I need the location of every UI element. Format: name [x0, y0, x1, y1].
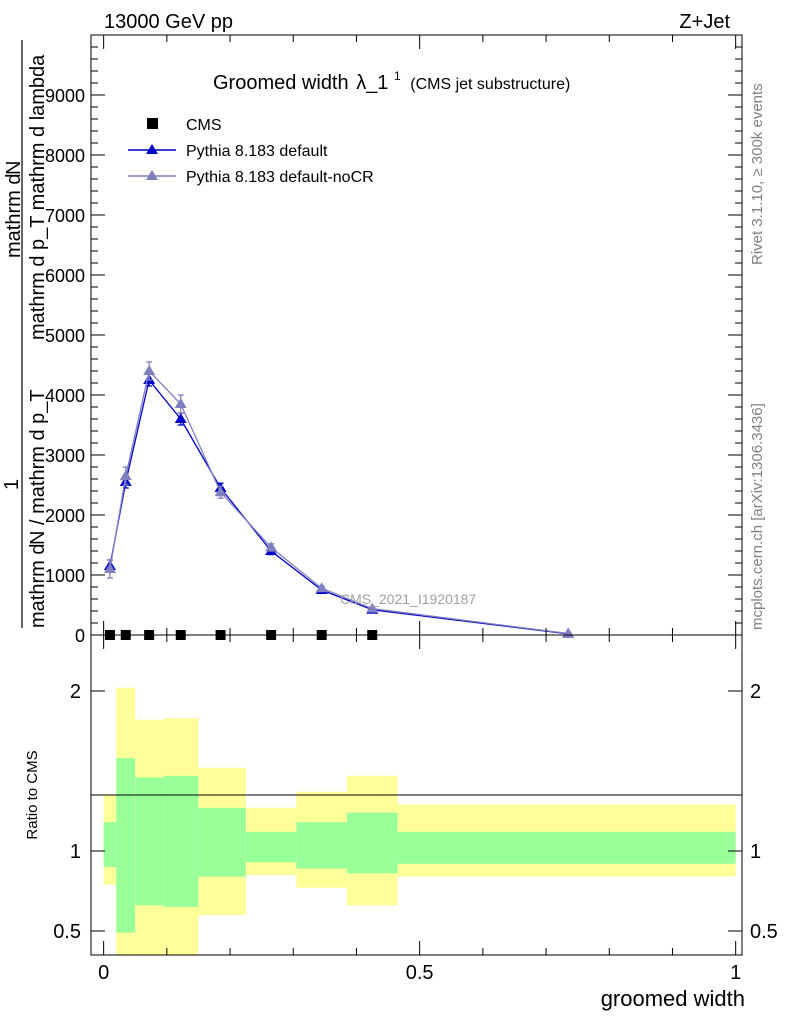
ratio-ticks: 0.5 0.5 1 1 2 2 0 0.5 1 — [53, 635, 778, 984]
nocr-data-point — [214, 486, 227, 497]
title-subtitle: (CMS jet substructure) — [410, 76, 570, 93]
main-ytick-label: 2000 — [45, 506, 85, 526]
chart-title: Groomed width λ_1 1 (CMS jet substructur… — [213, 63, 570, 94]
ratio-ytick-label-right: 0.5 — [750, 921, 778, 943]
ylabel-top-right: N — [3, 161, 25, 175]
main-ytick-label: 1000 — [45, 566, 85, 586]
main-ytick-label: 8000 — [45, 146, 85, 166]
default-data-point — [174, 413, 187, 423]
nocr-data-point — [174, 398, 187, 408]
ratio-panel: 0.5 0.5 1 1 2 2 0 0.5 1 Ratio to CMS groomed wid… — [24, 634, 778, 1011]
legend-cms-label: CMS — [186, 117, 222, 134]
ylabel-top-left: mathrm d — [3, 174, 25, 258]
ratio-ylabel: Ratio to CMS — [24, 750, 41, 839]
legend-nocr-label: Pythia 8.183 default-noCR — [186, 169, 374, 186]
ratio-bands-layer — [103, 687, 736, 955]
ratio-band-green — [245, 831, 297, 863]
main-ytick-label: 4000 — [45, 386, 85, 406]
main-ylabel: mathrm d N mathrm d p_T mathrm d lambda … — [1, 40, 49, 628]
nocr-data-point — [265, 541, 278, 552]
title-superscript: 1 — [394, 69, 401, 83]
legend-default-label: Pythia 8.183 default — [186, 143, 328, 160]
main-ytick-label: 9000 — [45, 86, 85, 106]
ylabel-bottom-left: mathrm d — [27, 544, 49, 628]
title-symbol: λ_1 — [356, 72, 388, 94]
main-series-layer — [103, 361, 575, 640]
ratio-band-green — [103, 822, 117, 867]
main-ytick-label: 7000 — [45, 206, 85, 226]
ratio-ytick-label-right: 2 — [750, 681, 761, 703]
legend: CMS Pythia 8.183 default Pythia 8.183 de… — [128, 117, 374, 186]
ratio-band-green — [135, 777, 164, 906]
legend-default-marker — [146, 144, 158, 154]
ratio-frame — [90, 634, 743, 956]
ylabel-bottom-right: N / mathrm d p_T — [27, 389, 49, 545]
xlabel: groomed width — [601, 986, 745, 1011]
ratio-band-green — [397, 831, 736, 864]
main-ytick-label: 5000 — [45, 326, 85, 346]
ratio-xtick-label: 0 — [98, 962, 109, 984]
nocr-data-point — [143, 365, 156, 375]
ylabel-top-mid: mathrm d p_T mathrm d lambda — [27, 54, 49, 340]
ylabel-one: 1 — [1, 479, 23, 490]
main-ytick-label: 3000 — [45, 446, 85, 466]
ratio-ytick-label: 2 — [70, 681, 81, 703]
main-ytick-label: 6000 — [45, 266, 85, 286]
nocr-data-point — [366, 602, 379, 613]
ratio-ytick-label-right: 1 — [750, 841, 761, 863]
header-energy: 13000 GeV pp — [104, 11, 233, 33]
ratio-band-green — [346, 812, 398, 874]
mcplots-label: mcplots.cern.ch [arXiv:1306.3436] — [749, 403, 766, 630]
ratio-band-green — [163, 775, 199, 907]
title-main: Groomed width — [213, 72, 349, 94]
ratio-ytick-label: 0.5 — [53, 921, 81, 943]
ratio-xtick-label: 0.5 — [406, 962, 434, 984]
main-ticks: 0 1000 2000 3000 4000 5000 6000 7000 8000 9000 — [45, 35, 742, 646]
header-process: Z+Jet — [679, 11, 730, 33]
legend-cms-marker — [147, 118, 158, 129]
ratio-band-green — [116, 758, 136, 933]
ratio-band-green — [198, 807, 246, 877]
legend-nocr-marker — [146, 170, 158, 180]
ratio-band-green — [296, 822, 347, 869]
main-panel: 0 1000 2000 3000 4000 5000 6000 7000 8000 9000 Gr… — [1, 34, 743, 646]
nocr-data-point — [119, 470, 132, 480]
analysis-watermark: CMS_2021_I1920187 — [340, 591, 476, 607]
main-ytick-label: 0 — [75, 626, 85, 646]
nocr-data-point — [315, 582, 328, 593]
rivet-label: Rivet 3.1.10, ≥ 300k events — [749, 83, 766, 265]
nocr-data-point — [103, 563, 116, 573]
ratio-xtick-label: 1 — [730, 962, 741, 984]
ratio-ytick-label: 1 — [70, 841, 81, 863]
